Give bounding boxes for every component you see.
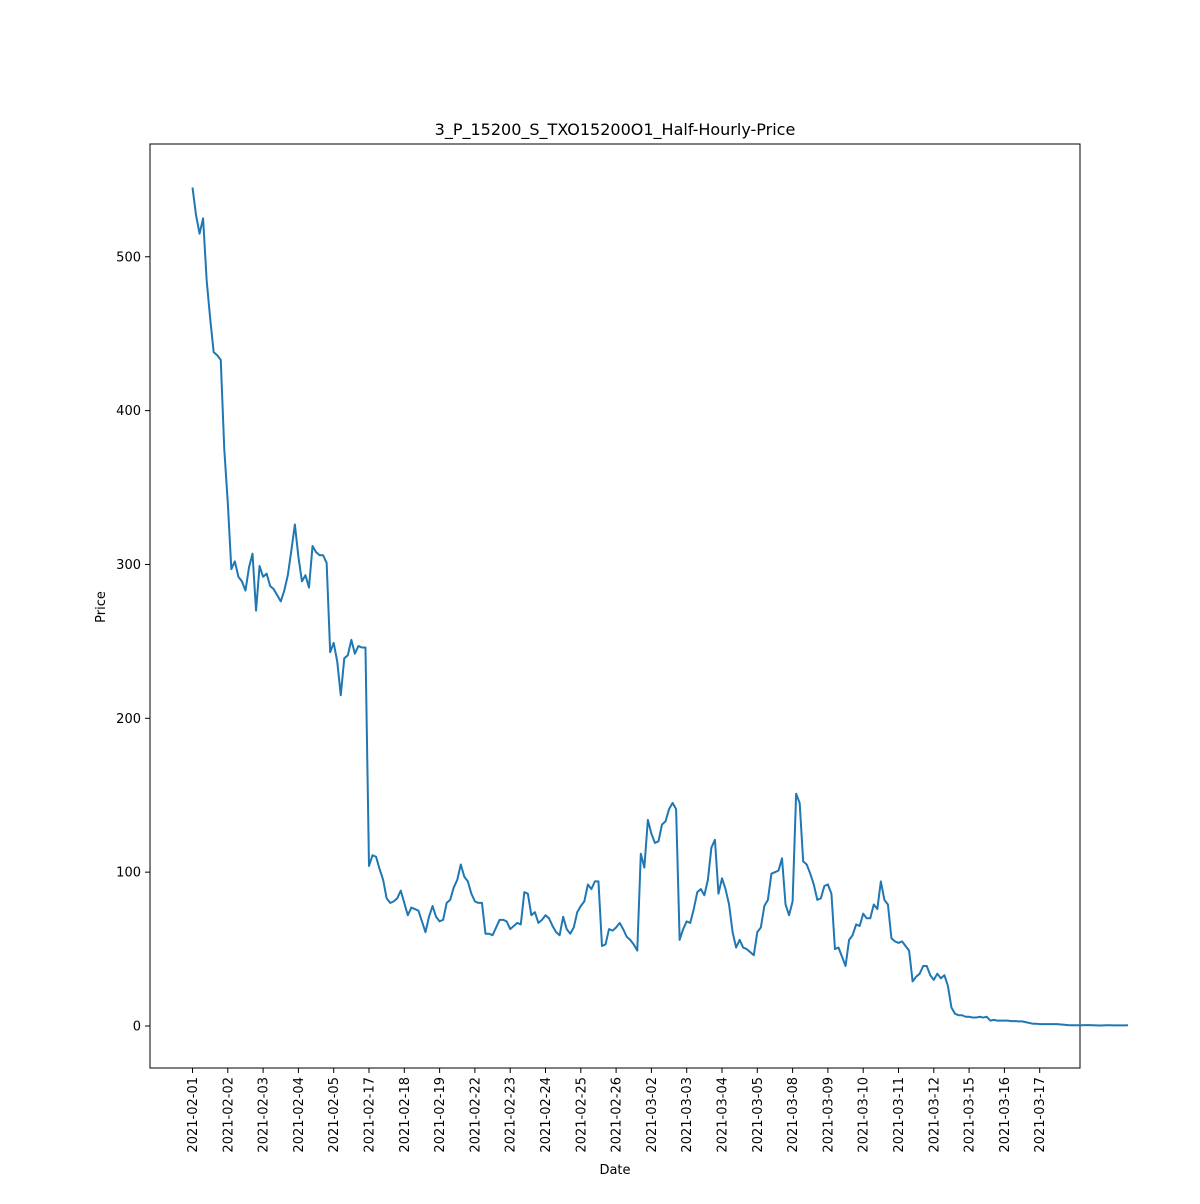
x-tick-label: 2021-03-02	[645, 1077, 660, 1153]
x-tick-label: 2021-03-04	[716, 1077, 731, 1153]
x-tick-label: 2021-02-26	[610, 1077, 625, 1153]
x-tick-label: 2021-03-03	[680, 1077, 695, 1153]
x-tick-label: 2021-03-05	[751, 1077, 766, 1153]
x-tick-label: 2021-02-01	[186, 1077, 201, 1153]
y-axis: 0 100 200 300 400 500	[116, 250, 150, 1035]
x-tick-label: 2021-03-08	[786, 1077, 801, 1153]
x-tick-label: 2021-03-12	[927, 1077, 942, 1153]
x-tick-label: 2021-03-09	[821, 1077, 836, 1153]
y-tick-label: 500	[116, 250, 141, 265]
x-tick-label: 2021-02-02	[221, 1077, 236, 1153]
x-tick-label: 2021-03-10	[857, 1077, 872, 1153]
y-tick-label: 0	[133, 1020, 141, 1035]
x-tick-label: 2021-02-17	[363, 1077, 378, 1153]
y-tick-label: 300	[116, 558, 141, 573]
x-axis-label: Date	[599, 1163, 630, 1178]
x-axis: 2021-02-01 2021-02-02 2021-02-03 2021-02-04…	[186, 1068, 1048, 1153]
plot-area	[149, 143, 1128, 1069]
x-tick-label: 2021-02-22	[468, 1077, 483, 1153]
x-tick-label: 2021-02-18	[398, 1077, 413, 1153]
x-tick-label: 2021-02-23	[504, 1077, 519, 1153]
chart-title: 3_P_15200_S_TXO15200O1_Half-Hourly-Price	[435, 120, 796, 140]
y-tick-label: 200	[116, 712, 141, 727]
x-tick-label: 2021-03-11	[892, 1077, 907, 1153]
y-axis-label: Price	[94, 591, 109, 623]
x-tick-label: 2021-02-19	[433, 1077, 448, 1153]
y-tick-label: 400	[116, 404, 141, 419]
plot-frame	[149, 143, 1081, 1069]
x-tick-label: 2021-02-05	[327, 1077, 342, 1153]
y-tick-label: 100	[116, 866, 141, 881]
x-tick-label: 2021-02-25	[574, 1077, 589, 1153]
x-tick-label: 2021-02-04	[292, 1077, 307, 1153]
x-tick-label: 2021-03-17	[1033, 1077, 1048, 1153]
x-tick-label: 2021-03-15	[963, 1077, 978, 1153]
series-line-0	[191, 187, 1128, 1027]
x-tick-label: 2021-03-16	[998, 1077, 1013, 1153]
x-tick-label: 2021-02-03	[257, 1077, 272, 1153]
x-tick-label: 2021-02-24	[539, 1077, 554, 1153]
